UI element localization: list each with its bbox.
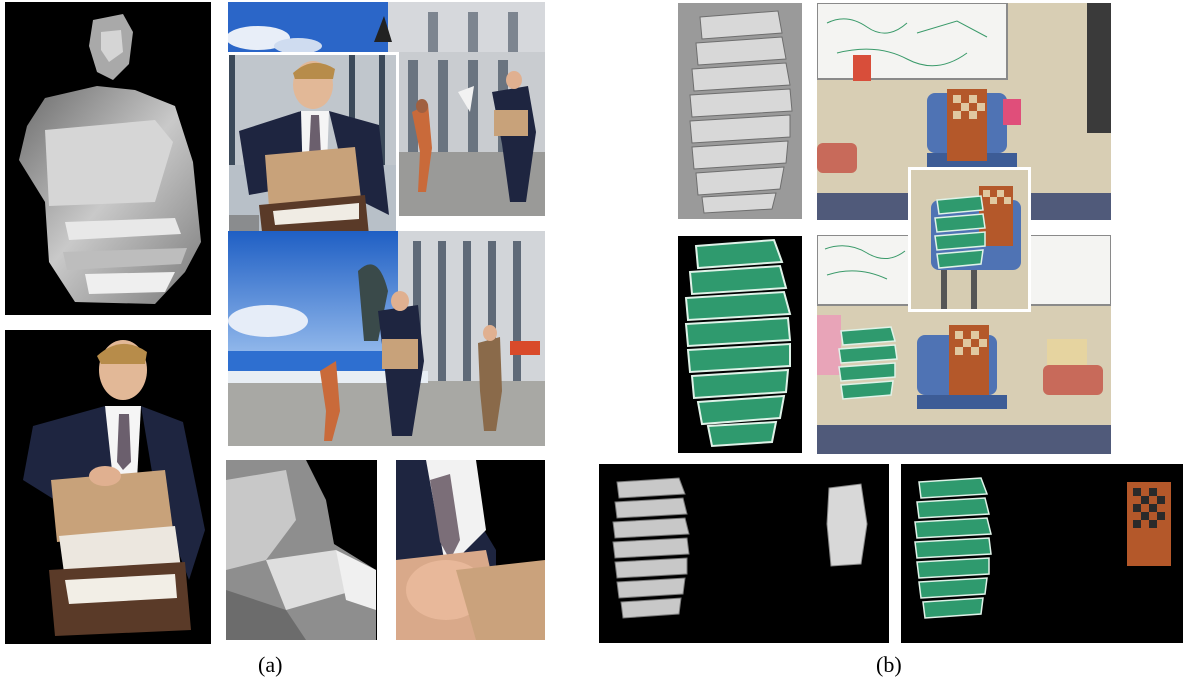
- lantern-inset-photo: [908, 167, 1031, 312]
- color-crop-panel: [396, 460, 545, 640]
- caption-a: (a): [258, 652, 283, 677]
- caption-b: (b): [876, 652, 902, 677]
- depth-segments-image: [612, 477, 868, 619]
- depth-crop-panel: [226, 460, 377, 640]
- sky-strip-photo: [228, 2, 545, 52]
- depth-map-lantern-panel: [678, 3, 802, 219]
- segmented-lantern-panel: [678, 236, 802, 453]
- segmented-lantern-image: [684, 238, 792, 448]
- segmented-man-image: [23, 340, 205, 636]
- depth-map-man-image: [19, 14, 201, 304]
- depth-map-lantern-image: [689, 10, 793, 214]
- runner-scene-photo: [398, 52, 545, 216]
- color-segments-panel: [901, 464, 1183, 643]
- color-crop-image: [396, 460, 545, 640]
- color-segments-image: [914, 477, 1171, 619]
- depth-map-man-panel: [5, 2, 211, 315]
- depth-segments-panel: [599, 464, 889, 643]
- depth-crop-image: [226, 460, 376, 640]
- man-briefcase-closeup-photo: [226, 52, 399, 262]
- composite-plaza-photo: [228, 231, 545, 446]
- segmented-man-panel: [5, 330, 211, 644]
